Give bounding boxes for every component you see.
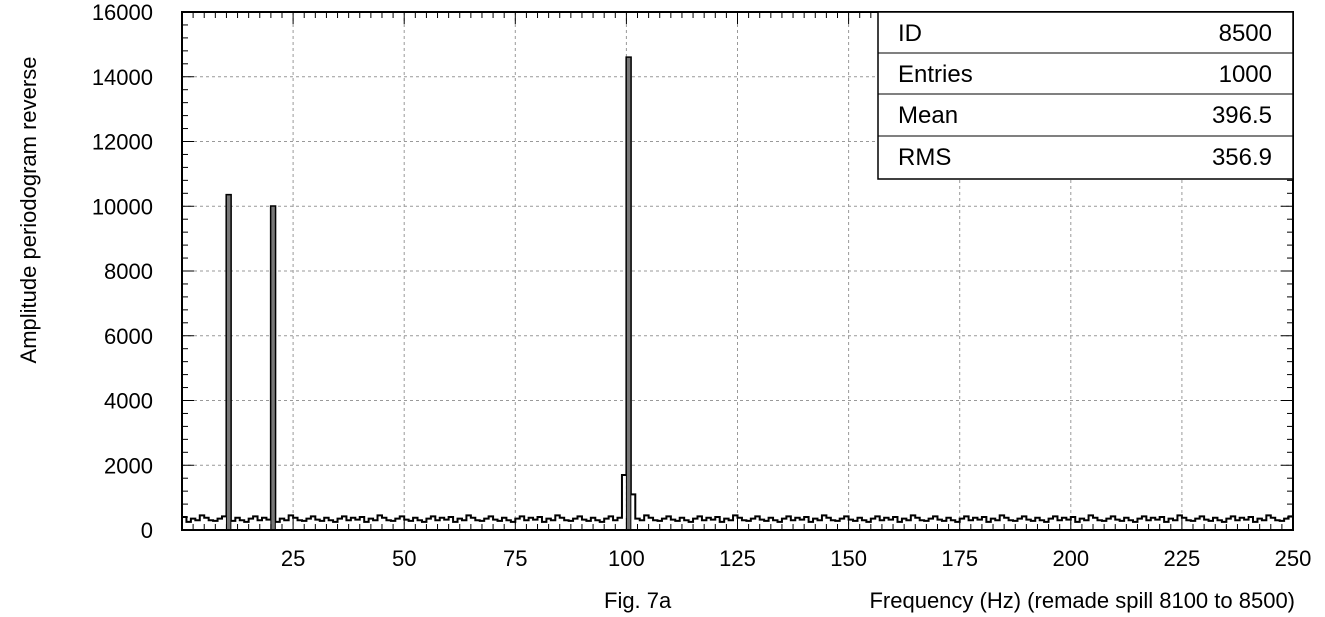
y-tick-label: 12000 xyxy=(92,130,153,155)
y-tick-label: 0 xyxy=(141,518,153,543)
y-tick-label: 4000 xyxy=(104,389,153,414)
x-tick-label: 100 xyxy=(608,546,645,571)
y-tick-label: 8000 xyxy=(104,259,153,284)
x-tick-label: 50 xyxy=(392,546,416,571)
figure-label: Fig. 7a xyxy=(604,588,672,613)
stats-label-rms: RMS xyxy=(898,144,951,171)
y-tick-label: 16000 xyxy=(92,0,153,25)
x-tick-label: 75 xyxy=(503,546,527,571)
stats-value-id: 8500 xyxy=(1219,20,1272,47)
x-tick-label: 150 xyxy=(830,546,867,571)
y-tick-label: 10000 xyxy=(92,194,153,219)
stats-value-rms: 356.9 xyxy=(1212,144,1272,171)
x-axis-title: Frequency (Hz) (remade spill 8100 to 850… xyxy=(869,588,1295,613)
y-tick-label: 14000 xyxy=(92,65,153,90)
x-tick-labels: 25 50 75 100 125 150 175 200 225 250 xyxy=(281,546,1312,571)
y-tick-label: 2000 xyxy=(104,453,153,478)
histogram-step-line xyxy=(181,56,1294,530)
y-tick-labels: 0 2000 4000 6000 8000 10000 12000 14000 16000 xyxy=(92,0,153,543)
stats-value-mean: 396.5 xyxy=(1212,102,1272,129)
x-tick-label: 250 xyxy=(1275,546,1312,571)
x-tick-label: 225 xyxy=(1164,546,1201,571)
x-tick-label: 200 xyxy=(1052,546,1089,571)
stats-label-id: ID xyxy=(898,20,922,47)
y-tick-label: 6000 xyxy=(104,324,153,349)
x-tick-label: 25 xyxy=(281,546,305,571)
peak-bar xyxy=(225,194,232,531)
stats-box: ID 8500 Entries 1000 Mean 396.5 RMS 356.… xyxy=(877,11,1294,180)
x-tick-label: 175 xyxy=(941,546,978,571)
stats-label-entries: Entries xyxy=(898,61,973,88)
stats-value-entries: 1000 xyxy=(1219,61,1272,88)
y-axis-title: Amplitude periodogram reverse xyxy=(16,57,41,364)
x-tick-label: 125 xyxy=(719,546,756,571)
peak-bar xyxy=(625,56,632,531)
peak-bars xyxy=(225,56,632,531)
stats-label-mean: Mean xyxy=(898,102,958,129)
peak-bar xyxy=(270,205,276,531)
axis-ticks xyxy=(181,11,1294,531)
